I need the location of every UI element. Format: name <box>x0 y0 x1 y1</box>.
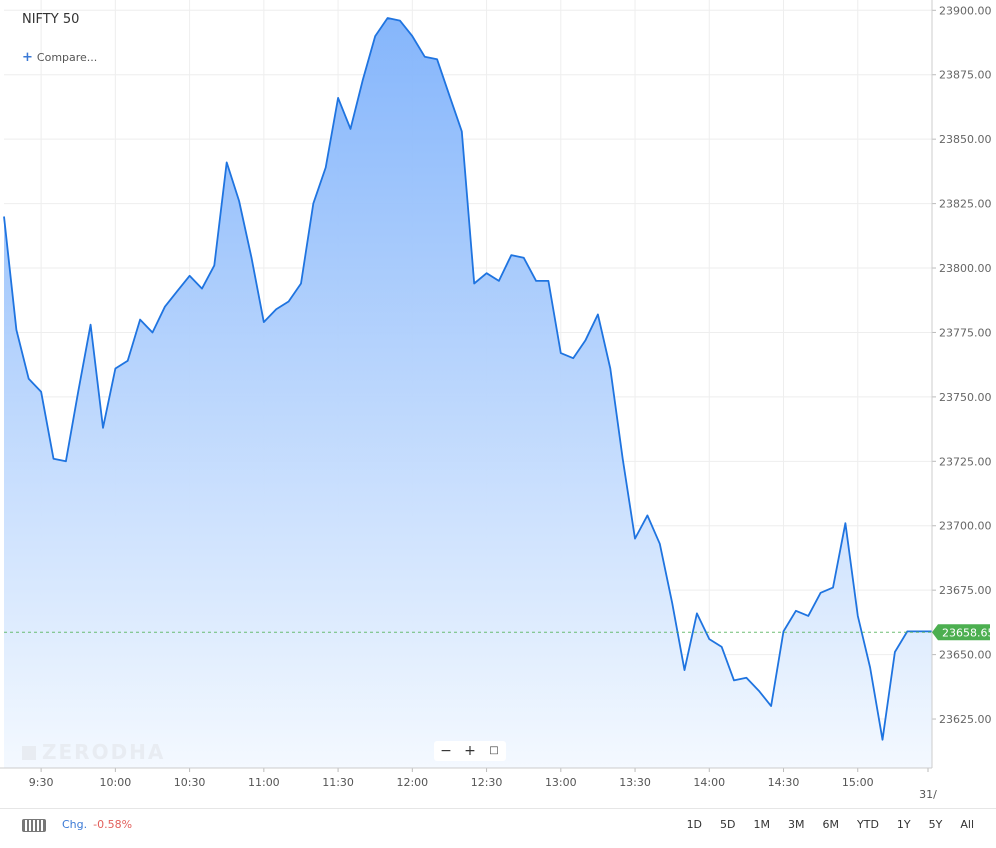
last-price-label: 23658.65 <box>942 626 995 639</box>
watermark-text: ZERODHA <box>42 740 166 764</box>
x-tick-label: 14:30 <box>768 776 800 789</box>
x-tick-label: 15:00 <box>842 776 874 789</box>
x-tick-label: 31/ <box>919 788 937 801</box>
price-chart[interactable]: 23625.00 23650.00 23675.00 23700.00 23725.00… <box>0 0 996 808</box>
y-tick-label: 23750.00 <box>939 391 992 404</box>
y-tick-label: 23900.00 <box>939 4 992 17</box>
chart-title: NIFTY 50 <box>22 12 80 27</box>
y-tick-label: 23700.00 <box>939 520 992 533</box>
y-tick-label: 23825.00 <box>939 198 992 211</box>
chart-labels: 23625.00 23650.00 23675.00 23700.00 23725.00… <box>29 4 995 801</box>
change-label: Chg. <box>62 818 88 831</box>
x-tick-label: 10:00 <box>100 776 132 789</box>
series-area-fill <box>4 18 932 768</box>
watermark-logo: ZERODHA <box>22 740 165 764</box>
plus-icon: + <box>22 50 33 65</box>
range-selector: 1D 5D 1M 3M 6M YTD 1Y 5Y All <box>669 818 974 831</box>
change-display: Chg. -0.58% <box>62 818 132 831</box>
keyboard-icon[interactable] <box>22 819 46 832</box>
range-button-6m[interactable]: 6M <box>822 818 840 831</box>
series-line <box>3 17 932 741</box>
range-button-ytd[interactable]: YTD <box>857 818 879 831</box>
chart-area-layer <box>3 17 932 768</box>
range-button-all[interactable]: All <box>960 818 974 831</box>
range-button-1d[interactable]: 1D <box>686 818 703 831</box>
x-tick-label: 12:30 <box>471 776 503 789</box>
y-tick-label: 23800.00 <box>939 262 992 275</box>
x-tick-label: 13:30 <box>619 776 651 789</box>
range-button-1m[interactable]: 1M <box>753 818 771 831</box>
y-tick-label: 23650.00 <box>939 649 992 662</box>
compare-label: Compare... <box>36 51 98 64</box>
zoom-controls: − + □ <box>434 741 506 761</box>
range-button-1y[interactable]: 1Y <box>896 818 911 831</box>
y-tick-label: 23625.00 <box>939 713 992 726</box>
y-tick-label: 23875.00 <box>939 69 992 82</box>
chart-axes <box>0 0 936 772</box>
zoom-in-button[interactable]: + <box>464 743 476 759</box>
chart-footer: Chg. -0.58% 1D 5D 1M 3M 6M YTD 1Y 5Y All <box>0 808 996 841</box>
y-tick-label: 23675.00 <box>939 584 992 597</box>
x-tick-label: 11:30 <box>322 776 354 789</box>
reset-zoom-icon[interactable]: □ <box>489 745 499 756</box>
range-button-5y[interactable]: 5Y <box>928 818 943 831</box>
y-tick-label: 23850.00 <box>939 133 992 146</box>
x-tick-label: 14:00 <box>693 776 725 789</box>
x-tick-label: 12:00 <box>396 776 428 789</box>
y-tick-label: 23775.00 <box>939 326 992 339</box>
zerodha-logo-icon <box>22 746 36 760</box>
change-value: -0.58% <box>93 818 133 831</box>
x-tick-label: 13:00 <box>545 776 577 789</box>
x-tick-label: 9:30 <box>29 776 54 789</box>
x-tick-label: 10:30 <box>174 776 206 789</box>
last-price-badge <box>932 624 990 641</box>
compare-button[interactable]: + Compare... <box>22 50 97 65</box>
x-tick-label: 11:00 <box>248 776 280 789</box>
range-button-3m[interactable]: 3M <box>788 818 805 831</box>
zoom-out-button[interactable]: − <box>440 743 452 759</box>
range-button-5d[interactable]: 5D <box>720 818 736 831</box>
y-tick-label: 23725.00 <box>939 455 992 468</box>
